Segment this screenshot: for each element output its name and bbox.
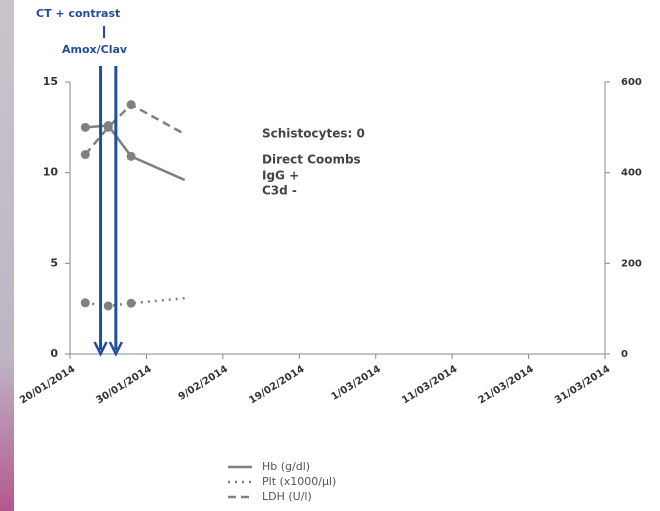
y2-tick-label: 600 xyxy=(621,77,642,88)
y2-tick-label: 400 xyxy=(621,168,642,179)
legend-label: Hb (g/dl) xyxy=(262,460,310,473)
y-tick-label: 0 xyxy=(50,347,58,360)
legend-label: LDH (U/l) xyxy=(262,490,312,503)
event-arrow xyxy=(108,341,123,357)
x-tick-label: 19/02/2014 xyxy=(247,364,306,407)
data-point xyxy=(80,150,90,160)
data-point xyxy=(126,298,136,308)
x-tick-label: 30/01/2014 xyxy=(94,364,153,407)
data-point xyxy=(80,122,90,132)
y-tick-label: 5 xyxy=(50,256,58,269)
x-tick-label: 20/01/2014 xyxy=(18,364,77,407)
y-tick-label: 15 xyxy=(43,75,58,88)
series-line xyxy=(85,124,186,182)
data-point xyxy=(126,151,136,161)
series-line xyxy=(84,103,186,156)
x-tick-label: 31/03/2014 xyxy=(553,364,612,407)
annotation: Direct Coombs xyxy=(262,153,361,167)
data-point xyxy=(126,100,136,110)
x-tick-label: 1/03/2014 xyxy=(330,364,383,403)
event-label: CT + contrast xyxy=(36,7,120,20)
x-tick-label: 9/02/2014 xyxy=(177,364,230,403)
side-image xyxy=(0,0,14,511)
y2-tick-label: 0 xyxy=(621,349,628,360)
data-point xyxy=(103,301,113,311)
annotation: Schistocytes: 0 xyxy=(262,127,365,141)
annotation: IgG + xyxy=(262,169,299,183)
x-tick-label: 21/03/2014 xyxy=(477,364,536,407)
x-tick-label: 11/03/2014 xyxy=(400,364,459,407)
y2-tick-label: 200 xyxy=(621,258,642,269)
y-tick-label: 10 xyxy=(43,166,59,179)
event-label: Amox/Clav xyxy=(62,43,128,56)
legend-label: Plt (x1000/µl) xyxy=(262,475,336,488)
annotation: C3d - xyxy=(262,184,297,198)
data-point xyxy=(80,298,90,308)
event-arrow xyxy=(93,341,108,357)
data-point xyxy=(103,122,113,132)
